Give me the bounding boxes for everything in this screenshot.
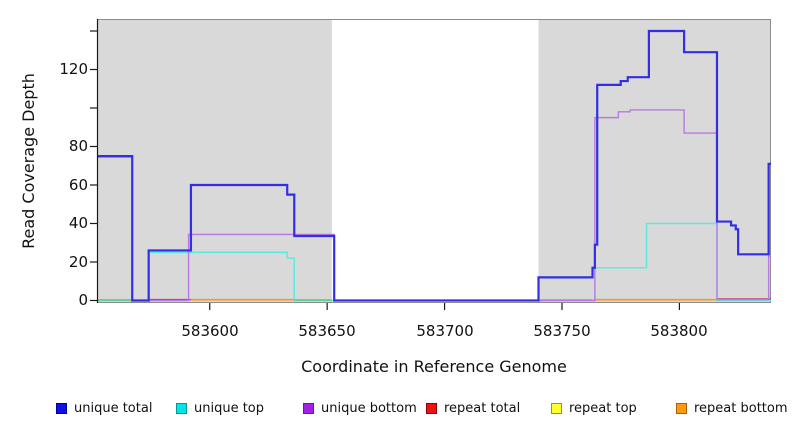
x-tick-label: 583650: [298, 322, 356, 340]
x-tick-label: 583600: [181, 322, 239, 340]
y-tick-label: 120: [59, 60, 88, 78]
y-tick-label: 40: [68, 214, 88, 232]
x-tick-label: 583800: [650, 322, 708, 340]
y-tick-label: 0: [78, 291, 88, 309]
y-tick-label: 80: [68, 137, 88, 155]
y-tick-label: 60: [68, 176, 88, 194]
y-tick-label: 20: [68, 253, 88, 271]
x-tick-label: 583700: [416, 322, 474, 340]
x-axis-title: Coordinate in Reference Genome: [301, 357, 567, 376]
y-axis-title: Read Coverage Depth: [19, 73, 38, 249]
x-tick-label: 583750: [533, 322, 591, 340]
